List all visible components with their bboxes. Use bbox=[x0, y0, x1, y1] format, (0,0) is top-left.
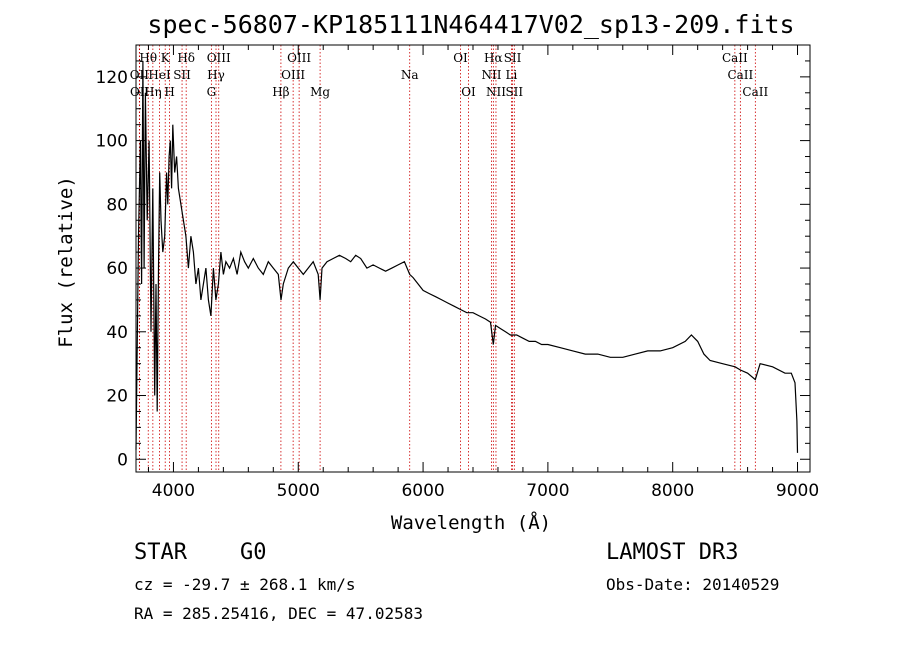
y-tick-label-5: 100 bbox=[96, 132, 128, 152]
line-label-27: CaII bbox=[742, 85, 768, 99]
x-tick-label-1: 5000 bbox=[277, 481, 320, 501]
line-label-4: HeI bbox=[148, 68, 171, 82]
object-subclass: G0 bbox=[240, 540, 267, 565]
y-tick-label-2: 40 bbox=[106, 323, 128, 343]
y-tick-label-0: 0 bbox=[117, 450, 128, 470]
y-axis: 0 20 40 60 80 100 120 bbox=[96, 60, 810, 470]
line-label-9: OIII bbox=[207, 51, 231, 65]
line-label-24: SII bbox=[505, 85, 523, 99]
x-tick-label-3: 7000 bbox=[526, 481, 569, 501]
line-label-19: Hα bbox=[484, 51, 503, 65]
line-label-2: OII bbox=[130, 85, 150, 99]
object-class: STAR bbox=[134, 540, 187, 565]
line-label-23: Li bbox=[506, 68, 518, 82]
line-label-18: OI bbox=[461, 85, 476, 99]
line-label-1: OII bbox=[130, 68, 150, 82]
x-tick-label-2: 6000 bbox=[401, 481, 444, 501]
y-tick-label-3: 60 bbox=[106, 259, 128, 279]
line-label-12: Hβ bbox=[272, 85, 289, 99]
line-label-13: OIII bbox=[287, 51, 311, 65]
line-label-8: Hδ bbox=[177, 51, 195, 65]
line-label-0: Hθ bbox=[139, 51, 157, 65]
line-label-17: OI bbox=[453, 51, 468, 65]
survey-name: LAMOST DR3 bbox=[606, 540, 739, 565]
line-label-5: K bbox=[161, 51, 171, 65]
x-axis-label: Wavelength (Å) bbox=[391, 511, 551, 534]
line-label-22: SII bbox=[504, 51, 522, 65]
observation-date: Obs-Date: 20140529 bbox=[606, 575, 780, 594]
y-axis-label: Flux (relative) bbox=[55, 176, 77, 348]
line-label-21: NII bbox=[486, 85, 506, 99]
x-tick-label-5: 9000 bbox=[776, 481, 819, 501]
line-label-10: Hγ bbox=[207, 68, 225, 82]
x-tick-label-0: 4000 bbox=[152, 481, 195, 501]
line-label-7: SII bbox=[173, 68, 191, 82]
x-tick-label-4: 8000 bbox=[651, 481, 694, 501]
line-label-6: H bbox=[164, 85, 174, 99]
line-label-25: CaII bbox=[722, 51, 748, 65]
x-axis: 4000 5000 6000 7000 8000 9000 bbox=[147, 45, 819, 501]
line-label-3: Hη bbox=[144, 85, 162, 99]
plot-frame bbox=[135, 44, 811, 473]
spectrum-series bbox=[135, 60, 799, 453]
line-label-11: G bbox=[207, 85, 217, 99]
line-label-16: Na bbox=[401, 68, 419, 82]
line-label-15: Mg bbox=[310, 85, 330, 99]
redshift-velocity: cz = -29.7 ± 268.1 km/s bbox=[134, 575, 356, 594]
y-tick-label-6: 120 bbox=[96, 68, 128, 88]
chart-title: spec-56807-KP185111N464417V02_sp13-209.f… bbox=[147, 10, 794, 39]
y-tick-label-1: 20 bbox=[106, 387, 128, 407]
line-label-14: OIII bbox=[281, 68, 305, 82]
line-label-20: NII bbox=[481, 68, 501, 82]
line-label-26: CaII bbox=[727, 68, 753, 82]
coordinates: RA = 285.25416, DEC = 47.02583 bbox=[134, 604, 423, 623]
y-tick-label-4: 80 bbox=[106, 195, 128, 215]
spectral-line-markers bbox=[138, 45, 756, 472]
